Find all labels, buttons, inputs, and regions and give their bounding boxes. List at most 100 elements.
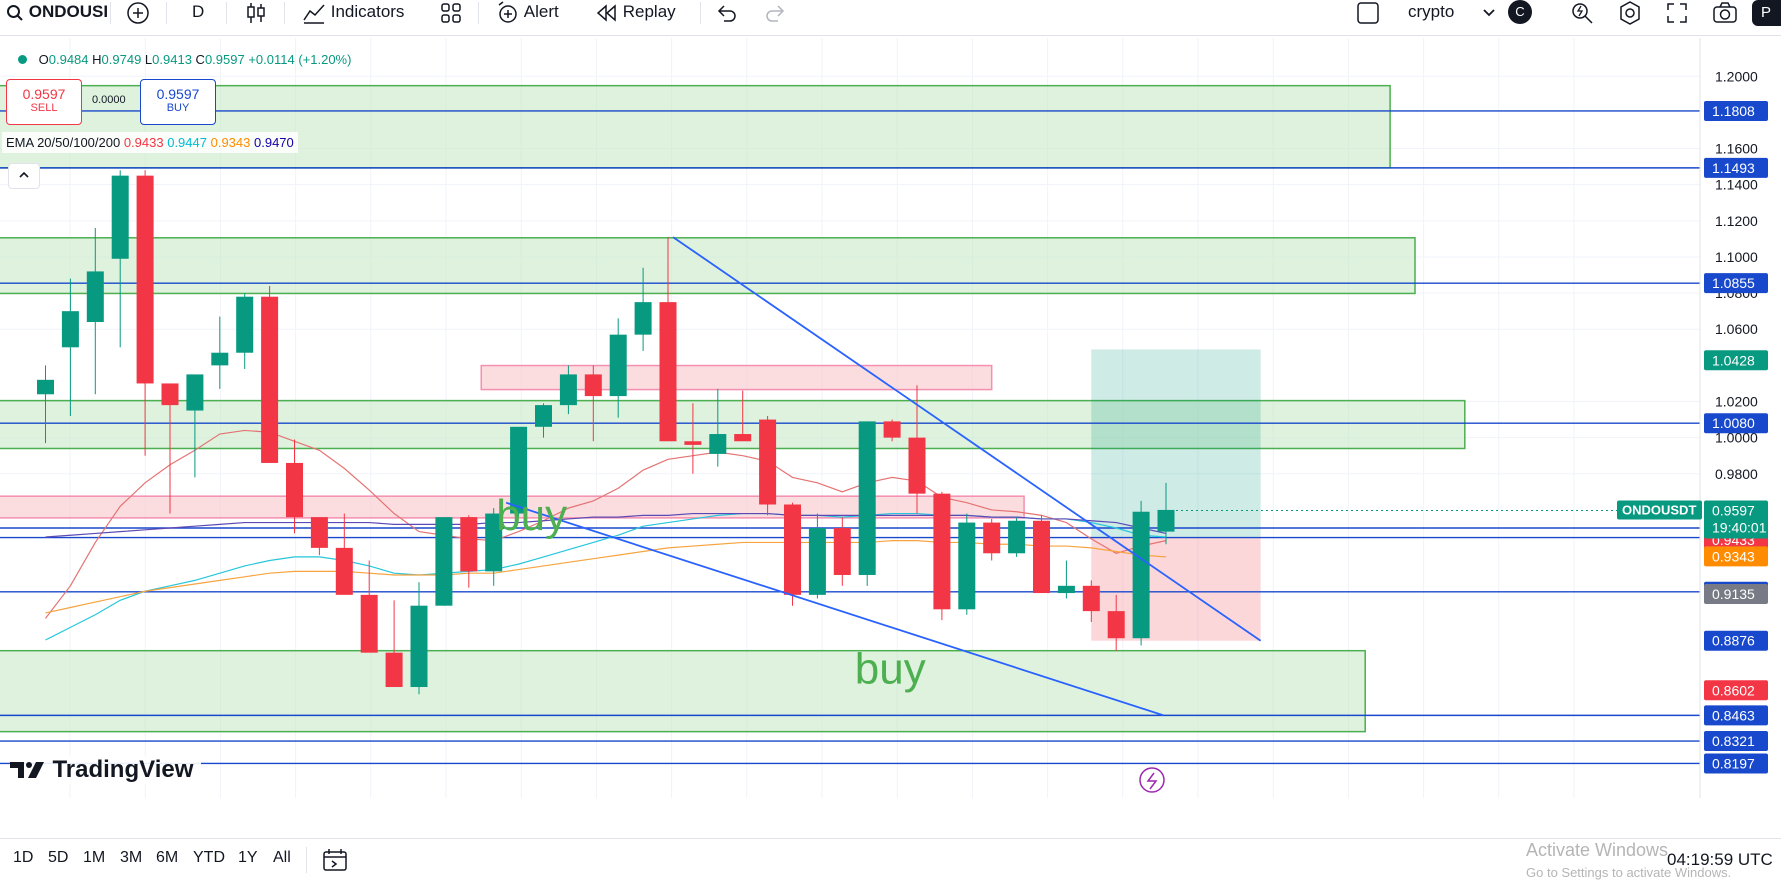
symbol-price-tag [1617, 500, 1702, 520]
candle-body [161, 383, 179, 406]
ema-legend[interactable]: EMA 20/50/100/200 0.9433 0.9447 0.9343 0… [2, 132, 298, 153]
interval-button[interactable]: D [192, 2, 205, 21]
candle-body [111, 175, 129, 259]
price-label-badge [1704, 680, 1768, 701]
timeframe-6m[interactable]: 6M [156, 849, 179, 866]
gear-icon [1620, 0, 1640, 25]
watchlist-badge: C [1508, 0, 1532, 24]
redo-icon [766, 4, 785, 22]
templates-button[interactable] [440, 0, 462, 24]
calendar-goto-icon [323, 849, 347, 871]
trendline [505, 501, 1164, 717]
ema100-value: 0.9343 [210, 135, 251, 150]
candle-body [584, 374, 602, 397]
quick-search-button[interactable] [1570, 0, 1594, 24]
candle-body [958, 522, 976, 610]
timeframe-1d[interactable]: 1D [13, 849, 34, 866]
price-label-text: 0.8876 [1712, 633, 1755, 649]
price-tick-label: 1.1400 [1715, 177, 1758, 193]
watchlist-name[interactable]: crypto [1408, 2, 1455, 21]
candle-body [734, 434, 752, 442]
indicators-button[interactable]: Indicators [302, 0, 404, 24]
symbol-search[interactable]: ONDOUSI [6, 0, 108, 24]
candle-body [37, 379, 54, 395]
price-label-text: 0.8197 [1712, 755, 1755, 771]
timeframe-1y[interactable]: 1Y [238, 849, 258, 866]
replay-button[interactable]: Replay [596, 0, 676, 24]
activation-watermark-title: Activate Windows [1526, 840, 1669, 860]
symbol-price-tag-label: ONDOUSDT [1622, 502, 1696, 517]
price-label-badge [1704, 273, 1768, 294]
candle-body [310, 517, 328, 548]
candle-body [460, 517, 478, 572]
redo-button[interactable] [764, 0, 786, 24]
price-label-text: 0.9135 [1712, 586, 1755, 602]
goto-date-button[interactable] [322, 848, 348, 877]
change-value: +0.0114 (+1.20%) [248, 52, 352, 67]
candle-body [510, 426, 528, 514]
zone-green [0, 237, 1416, 295]
candle-body [609, 334, 627, 397]
fullscreen-icon [1667, 2, 1687, 23]
price-label-badge [1704, 546, 1768, 567]
sell-price: 0.9597 [22, 86, 66, 102]
buy-price: 0.9597 [156, 86, 200, 102]
price-label-text: 1.1493 [1712, 160, 1755, 176]
candle-body [784, 504, 801, 595]
tradingview-logo[interactable]: TradingView [10, 756, 202, 784]
price-label-badge [1704, 413, 1768, 434]
alert-button[interactable]: Alert [496, 0, 559, 24]
tv-logo-text: TradingView [52, 756, 194, 783]
candle-body [86, 271, 104, 323]
sell-button[interactable]: 0.9597 SELL [6, 79, 82, 125]
ema50-value: 0.9447 [167, 135, 207, 150]
candle-body [1157, 509, 1175, 532]
undo-button[interactable] [716, 0, 738, 24]
settings-button[interactable] [1618, 0, 1642, 25]
candle-body [684, 441, 702, 445]
layout-button[interactable] [1356, 0, 1380, 24]
compare-button[interactable] [126, 0, 150, 24]
utc-clock[interactable]: 04:19:59 UTC [1667, 850, 1773, 869]
candles-icon [247, 2, 265, 23]
candle-body [410, 605, 428, 688]
price-tick-label: 1.0600 [1715, 321, 1758, 337]
high-value: 0.9749 [101, 52, 142, 67]
sell-label: SELL [30, 102, 58, 114]
publish-button[interactable]: P [1752, 0, 1781, 26]
square-icon [1357, 1, 1379, 24]
search-icon [7, 4, 23, 21]
candle-body [1033, 520, 1050, 594]
timeframe-3m[interactable]: 3M [120, 849, 143, 866]
search-lightning-icon [1572, 2, 1593, 24]
watchlist-dropdown[interactable] [1482, 0, 1496, 24]
candle-body [485, 513, 503, 572]
zone-green [0, 84, 1391, 169]
price-tick-label: 1.2000 [1715, 68, 1758, 84]
price-label-text: 0.8602 [1712, 682, 1755, 698]
candle-body [883, 421, 901, 438]
activation-watermark-subtitle: Go to Settings to activate Windows. [1526, 865, 1732, 880]
collapse-legend-button[interactable] [8, 163, 40, 189]
timeframe-1m[interactable]: 1M [83, 849, 106, 866]
lightning-icon [1146, 772, 1158, 790]
fullscreen-button[interactable] [1666, 0, 1688, 24]
buy-button[interactable]: 0.9597 BUY [140, 79, 216, 125]
price-chart[interactable]: buy buy 1.2000 1.1600 1.1400 1.1200 1.1000 1.08… [0, 38, 1781, 798]
candle-body [186, 374, 204, 411]
plus-circle-icon [127, 1, 149, 24]
candle-body [435, 517, 453, 606]
top-toolbar: ONDOUSI D Indicators Alert Replay crypto… [0, 0, 1781, 36]
close-label: C [195, 52, 205, 67]
ema20-line [45, 429, 1167, 619]
open-value: 0.9484 [48, 52, 89, 67]
candle-body [1082, 585, 1100, 612]
candle-body [908, 437, 926, 494]
timeframe-all[interactable]: All [273, 849, 291, 866]
snapshot-button[interactable] [1712, 0, 1738, 24]
candle-body [236, 296, 254, 353]
timeframe-5d[interactable]: 5D [48, 849, 69, 866]
timeframe-ytd[interactable]: YTD [193, 849, 225, 866]
chart-type-button[interactable] [246, 0, 266, 24]
price-tick-label: 0.9800 [1715, 466, 1758, 482]
